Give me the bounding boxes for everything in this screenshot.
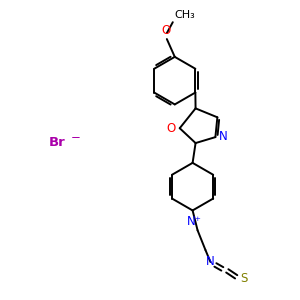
Text: Br: Br [49, 136, 66, 148]
Text: CH₃: CH₃ [175, 10, 196, 20]
Text: O: O [167, 122, 176, 135]
Text: N: N [206, 256, 215, 268]
Text: O: O [161, 24, 170, 37]
Text: N: N [219, 130, 228, 142]
Text: −: − [71, 130, 81, 144]
Text: N⁺: N⁺ [187, 215, 202, 228]
Text: S: S [240, 272, 247, 285]
